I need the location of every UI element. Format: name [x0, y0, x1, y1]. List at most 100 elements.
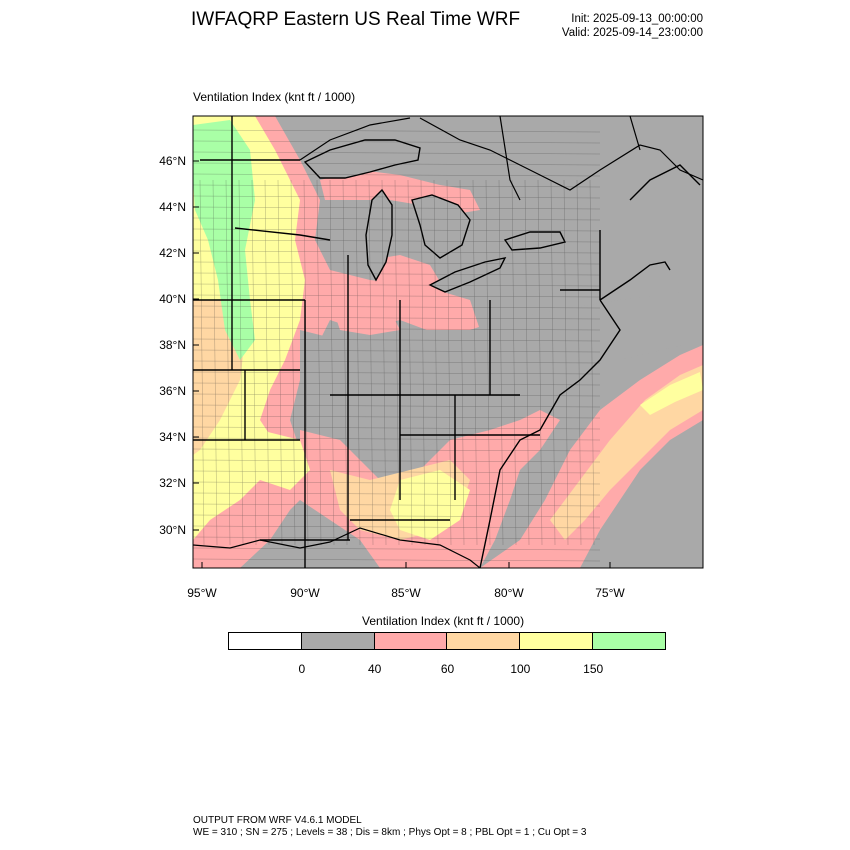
lat-label: 36°N	[159, 384, 186, 398]
county-line	[459, 179, 465, 546]
county-line	[212, 179, 218, 546]
lat-label: 42°N	[159, 246, 186, 260]
county-line	[193, 371, 601, 375]
lat-label: 46°N	[159, 154, 186, 168]
county-line	[193, 151, 601, 155]
county-line	[193, 250, 601, 254]
valid-time: Valid: 2025-09-14_23:00:00	[561, 27, 703, 39]
county-line	[277, 179, 283, 546]
county-line	[193, 206, 601, 210]
colorbar-swatch	[228, 632, 302, 650]
county-line	[193, 536, 601, 540]
colorbar-label: 100	[510, 662, 531, 676]
central-gray-region	[300, 290, 703, 470]
footer: OUTPUT FROM WRF V4.6.1 MODEL WE = 310 ; …	[193, 815, 586, 839]
offshore-yellow-region	[640, 372, 703, 415]
county-line	[193, 558, 601, 562]
map-frame	[192, 115, 704, 569]
county-line	[193, 239, 601, 243]
lat-label: 40°N	[159, 292, 186, 306]
county-line	[193, 459, 601, 463]
county-line	[420, 179, 426, 546]
county-line	[193, 228, 601, 232]
lat-label: 44°N	[159, 200, 186, 214]
county-line	[193, 338, 601, 342]
county-line	[193, 140, 601, 144]
county-line	[193, 294, 601, 298]
county-line	[225, 179, 231, 546]
county-line	[193, 283, 601, 287]
county-line	[290, 179, 296, 546]
county-line	[193, 503, 601, 507]
colorbar-swatch	[519, 632, 594, 650]
county-line	[193, 261, 601, 265]
lake-michigan	[365, 188, 393, 282]
county-line	[589, 179, 595, 546]
colorbar-swatch	[446, 632, 521, 650]
map-fill	[193, 116, 703, 568]
county-line	[550, 179, 556, 546]
colorbar-title: Ventilation Index (knt ft / 1000)	[362, 614, 525, 628]
colorbar-label: 40	[367, 662, 382, 676]
county-line	[193, 327, 601, 331]
lon-label: 80°W	[494, 586, 524, 600]
colorbar-label: 0	[298, 662, 306, 676]
offshore-orange-region	[550, 365, 703, 540]
footer-line-model: OUTPUT FROM WRF V4.6.1 MODEL	[193, 815, 362, 826]
county-line	[193, 360, 601, 364]
county-line	[193, 305, 601, 309]
colorbar-swatch	[592, 632, 666, 650]
colorbar	[228, 632, 666, 650]
county-line	[193, 162, 601, 166]
county-line	[193, 382, 601, 386]
colorbar-swatch	[300, 632, 375, 650]
county-line	[193, 448, 601, 452]
county-grid	[193, 129, 601, 562]
lat-label: 34°N	[159, 430, 186, 444]
county-line	[251, 179, 257, 546]
state-borders	[193, 116, 701, 568]
colorbar-swatch	[373, 632, 448, 650]
panel-title: Ventilation Index (knt ft / 1000)	[193, 90, 356, 104]
county-line	[446, 179, 452, 546]
coastline	[193, 116, 703, 568]
lake-superior	[303, 139, 421, 179]
county-line	[193, 547, 601, 551]
lon-label: 95°W	[187, 586, 217, 600]
county-line	[193, 404, 601, 408]
county-line	[193, 415, 601, 419]
county-line	[193, 316, 601, 320]
footer-line-config: WE = 310 ; SN = 275 ; Levels = 38 ; Dis …	[193, 827, 587, 838]
run-info: Init: 2025-09-13_00:00:00 Valid: 2025-09…	[562, 12, 703, 40]
county-line	[576, 179, 582, 546]
latitude-axis: 46°N 44°N 42°N 40°N 38°N 36°N 34°N 32°N 30°N	[159, 154, 199, 537]
lat-label: 32°N	[159, 476, 186, 490]
county-line	[563, 179, 569, 546]
county-line	[316, 179, 322, 546]
colorbar-label: 150	[583, 662, 604, 676]
county-line	[433, 179, 439, 546]
county-line	[193, 349, 601, 353]
county-line	[193, 173, 601, 177]
main-title: IWFAQRP Eastern US Real Time WRF	[191, 9, 521, 30]
lon-label: 75°W	[595, 586, 625, 600]
lake-erie	[428, 257, 507, 293]
county-line	[193, 426, 601, 430]
county-line	[193, 217, 601, 221]
colorbar-label: 60	[440, 662, 455, 676]
init-time: Init: 2025-09-13_00:00:00	[571, 13, 703, 25]
lon-label: 90°W	[290, 586, 320, 600]
county-line	[193, 514, 601, 518]
lat-label: 30°N	[159, 523, 186, 537]
county-line	[193, 481, 601, 485]
longitude-axis: 95°W 90°W 85°W 80°W 75°W	[187, 562, 625, 600]
lon-label: 85°W	[391, 586, 421, 600]
ga-yellow-patch	[250, 430, 310, 490]
county-line	[238, 179, 244, 546]
county-line	[193, 525, 601, 529]
county-line	[193, 195, 601, 199]
county-line	[193, 492, 601, 496]
county-line	[193, 272, 601, 276]
county-line	[407, 179, 413, 546]
